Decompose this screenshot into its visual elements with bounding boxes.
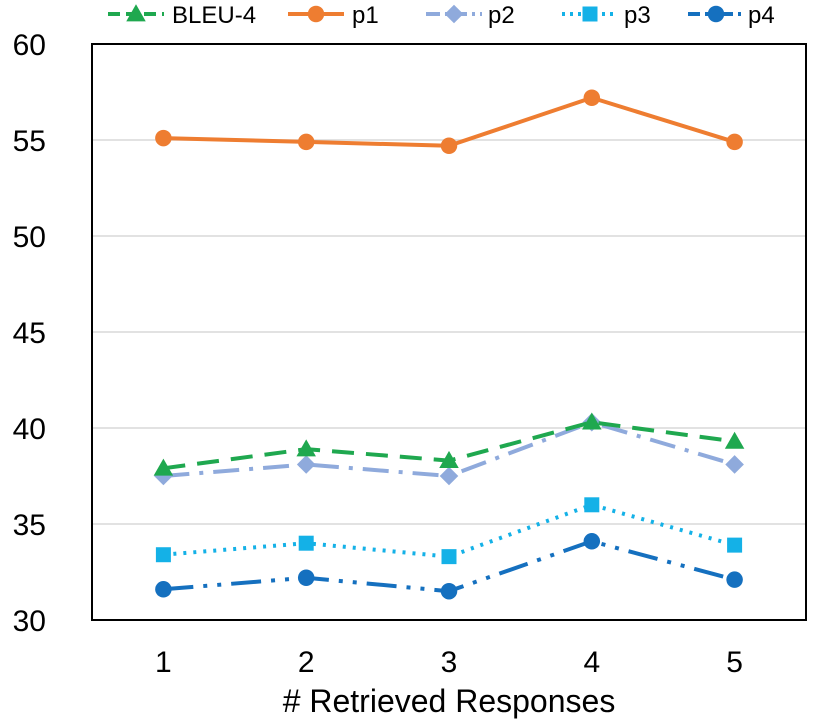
legend-swatch-marker [707,5,725,23]
data-point [296,455,316,474]
legend-entry: p4 [688,2,775,29]
legend-label: p2 [488,2,515,29]
plot-area-frame [91,43,807,621]
legend-label: p1 [352,2,379,29]
series-p3 [155,497,743,565]
series-p1 [155,89,743,155]
series-p4 [155,533,743,600]
legend-label: p3 [624,2,651,29]
x-axis-title: # Retrieved Responses [283,683,616,719]
x-tick-label: 3 [441,646,458,679]
y-tick-label: 45 [13,317,46,350]
legend-entry: p2 [426,2,515,29]
data-point [725,455,744,474]
series-bleu-4 [153,412,745,476]
data-point [298,535,314,551]
x-tick-label: 5 [726,646,743,679]
data-point [441,549,457,565]
y-axis-ticks: 30 35 40 45 50 55 60 [13,29,46,638]
data-point [724,431,745,449]
data-point [439,450,459,468]
x-tick-label: 4 [583,646,600,679]
series-p2 [154,412,744,486]
legend: BLEU-4 p1 p2 p3 p4 [108,2,775,29]
y-tick-label: 50 [13,221,46,254]
series-line [163,502,736,559]
data-point [153,458,174,476]
legend-swatch-marker [444,4,464,24]
legend-entry: p3 [562,2,651,29]
data-point [583,533,601,550]
data-point [297,569,315,587]
legend-entry: p1 [288,2,379,29]
y-tick-label: 55 [13,125,46,158]
data-point [155,547,171,563]
data-point [297,133,315,151]
data-point [727,537,743,553]
data-point [440,137,458,155]
x-tick-label: 1 [155,646,172,679]
y-tick-label: 60 [13,29,46,62]
data-point [439,466,459,486]
data-point [726,571,743,588]
legend-swatch-marker [307,5,325,23]
y-tick-label: 35 [13,509,46,542]
data-point [584,497,600,513]
legend-label: BLEU-4 [172,2,256,29]
data-point [155,581,172,598]
legend-swatch-marker [582,6,598,22]
data-point [440,582,458,600]
data-point [726,133,743,151]
legend-label: p4 [748,2,775,29]
legend-swatch-marker [126,4,146,22]
x-tick-label: 2 [298,646,315,679]
series-group [153,89,745,600]
legend-entry: BLEU-4 [108,2,256,29]
x-axis-ticks: 1 2 3 4 5 [155,646,743,679]
data-point [155,129,172,147]
y-tick-label: 30 [13,605,46,638]
y-tick-label: 40 [13,413,46,446]
data-point [296,439,316,457]
data-point [583,89,601,107]
data-point [582,412,602,430]
